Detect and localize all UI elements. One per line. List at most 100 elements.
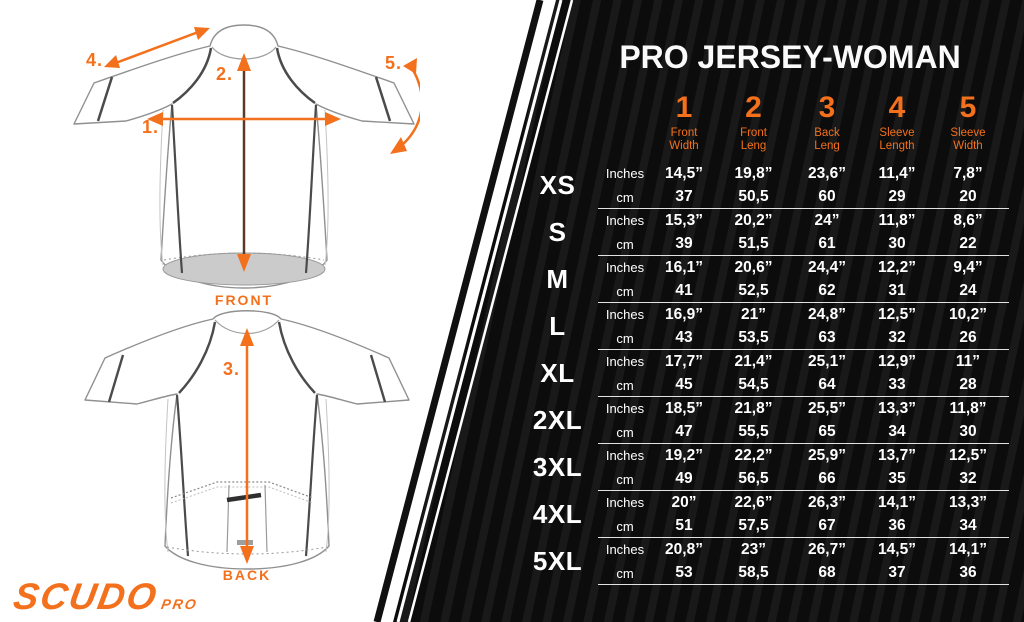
unit-cell: Inches cm — [598, 256, 652, 303]
column-label-line2: Leng — [740, 139, 767, 152]
size-table-body: XS Inches cm 14,5” 37 19,8” 50,5 23,6” 6… — [517, 162, 1009, 585]
value-cell: 12,2” 31 — [863, 256, 931, 303]
value-inches: 20,6” — [734, 258, 773, 276]
chart-title: PRO JERSEY-WOMAN — [619, 39, 961, 75]
value-inches: 22,6” — [734, 493, 773, 511]
row-separator — [598, 490, 1009, 491]
column-header-5: 5 Sleeve Width — [931, 92, 1005, 152]
value-cell: 19,8” 50,5 — [716, 162, 791, 209]
value-inches: 13,7” — [878, 446, 916, 464]
unit-label-cm: cm — [616, 236, 634, 252]
value-cell: 22,2” 56,5 — [716, 444, 791, 491]
value-cell: 26,3” 67 — [791, 491, 863, 538]
back-panel-lines — [164, 398, 330, 553]
value-cell: 20,2” 51,5 — [716, 209, 791, 256]
unit-label-cm: cm — [616, 377, 634, 393]
value-cell: 10,2” 26 — [931, 303, 1005, 350]
value-inches: 11” — [955, 352, 981, 370]
value-cell: 11,8” 30 — [863, 209, 931, 256]
value-cm: 30 — [959, 423, 977, 441]
value-cm: 34 — [888, 423, 906, 441]
value-inches: 16,1” — [665, 258, 703, 276]
unit-label-inches: Inches — [605, 354, 645, 370]
value-cm: 57,5 — [738, 517, 769, 535]
value-inches: 8,6” — [953, 211, 983, 229]
value-cm: 54,5 — [738, 376, 769, 394]
back-length-arrow — [240, 328, 254, 564]
value-cm: 53,5 — [738, 329, 769, 347]
value-cell: 21” 53,5 — [716, 303, 791, 350]
unit-cell: Inches cm — [598, 350, 652, 397]
size-label: 2XL — [532, 405, 583, 435]
value-inches: 14,1” — [949, 540, 987, 558]
unit-cell: Inches cm — [598, 303, 652, 350]
value-inches: 12,9” — [878, 352, 916, 370]
marker-3-label: 3. — [223, 359, 240, 379]
value-cell: 23” 58,5 — [716, 538, 791, 585]
column-header-3: 3 Back Leng — [791, 92, 863, 152]
column-number: 4 — [888, 91, 906, 124]
value-inches: 17,7” — [665, 352, 703, 370]
row-separator — [598, 255, 1009, 256]
unit-cell: Inches cm — [598, 538, 652, 585]
unit-label-inches: Inches — [605, 166, 645, 182]
unit-label-inches: Inches — [605, 542, 645, 558]
column-label-line1: Sleeve — [950, 127, 986, 139]
value-inches: 11,8” — [878, 211, 916, 229]
marker-2-label: 2. — [216, 64, 233, 84]
unit-label-cm: cm — [616, 283, 634, 299]
size-row: 2XL Inches cm 18,5” 47 21,8” 55,5 25,5” … — [517, 397, 1009, 444]
value-cm: 37 — [675, 188, 693, 206]
value-cell: 18,5” 47 — [652, 397, 716, 444]
unit-label-cm: cm — [616, 565, 634, 581]
value-cell: 25,9” 66 — [791, 444, 863, 491]
column-label-line2: Leng — [814, 139, 840, 152]
value-inches: 21,8” — [734, 399, 773, 417]
value-cm: 20 — [959, 188, 977, 206]
row-separator — [598, 537, 1009, 538]
value-inches: 14,5” — [665, 164, 703, 182]
value-cm: 26 — [959, 329, 977, 347]
value-inches: 7,8” — [953, 164, 983, 182]
column-label-line1: Front — [740, 127, 767, 139]
value-cm: 61 — [818, 235, 836, 253]
column-header-1: 1 Front Width — [652, 92, 716, 152]
value-cell: 12,5” 32 — [863, 303, 931, 350]
value-inches: 25,1” — [808, 352, 846, 370]
size-row: XS Inches cm 14,5” 37 19,8” 50,5 23,6” 6… — [517, 162, 1009, 209]
value-inches: 21,4” — [734, 352, 773, 370]
value-cm: 55,5 — [738, 423, 769, 441]
value-cell: 16,1” 41 — [652, 256, 716, 303]
column-label-line1: Back — [814, 127, 840, 139]
value-cm: 29 — [888, 188, 906, 206]
column-number: 1 — [675, 91, 693, 124]
value-cell: 21,8” 55,5 — [716, 397, 791, 444]
value-cell: 14,5” 37 — [863, 538, 931, 585]
unit-cell: Inches cm — [598, 209, 652, 256]
column-number: 3 — [818, 91, 836, 124]
value-cm: 67 — [818, 517, 836, 535]
unit-label-cm: cm — [616, 518, 634, 534]
value-cell: 13,3” 34 — [863, 397, 931, 444]
value-cell: 15,3” 39 — [652, 209, 716, 256]
column-number: 5 — [959, 91, 977, 124]
value-inches: 23,6” — [808, 164, 846, 182]
size-row: L Inches cm 16,9” 43 21” 53,5 24,8” 63 1… — [517, 303, 1009, 350]
front-panel-lines — [159, 109, 329, 266]
row-separator — [598, 584, 1009, 585]
value-cm: 50,5 — [738, 188, 769, 206]
value-inches: 11,4” — [878, 164, 916, 182]
unit-cell: Inches cm — [598, 397, 652, 444]
sleeve-length-arrow — [104, 27, 210, 68]
value-cm: 58,5 — [738, 564, 769, 582]
value-inches: 18,5” — [665, 399, 703, 417]
unit-label-inches: Inches — [605, 401, 645, 417]
value-cm: 39 — [675, 235, 693, 253]
value-cell: 25,5” 65 — [791, 397, 863, 444]
value-cm: 43 — [675, 329, 693, 347]
unit-label-inches: Inches — [605, 307, 645, 323]
value-cm: 65 — [818, 423, 836, 441]
value-cm: 51 — [675, 517, 693, 535]
value-cell: 13,3” 34 — [931, 491, 1005, 538]
